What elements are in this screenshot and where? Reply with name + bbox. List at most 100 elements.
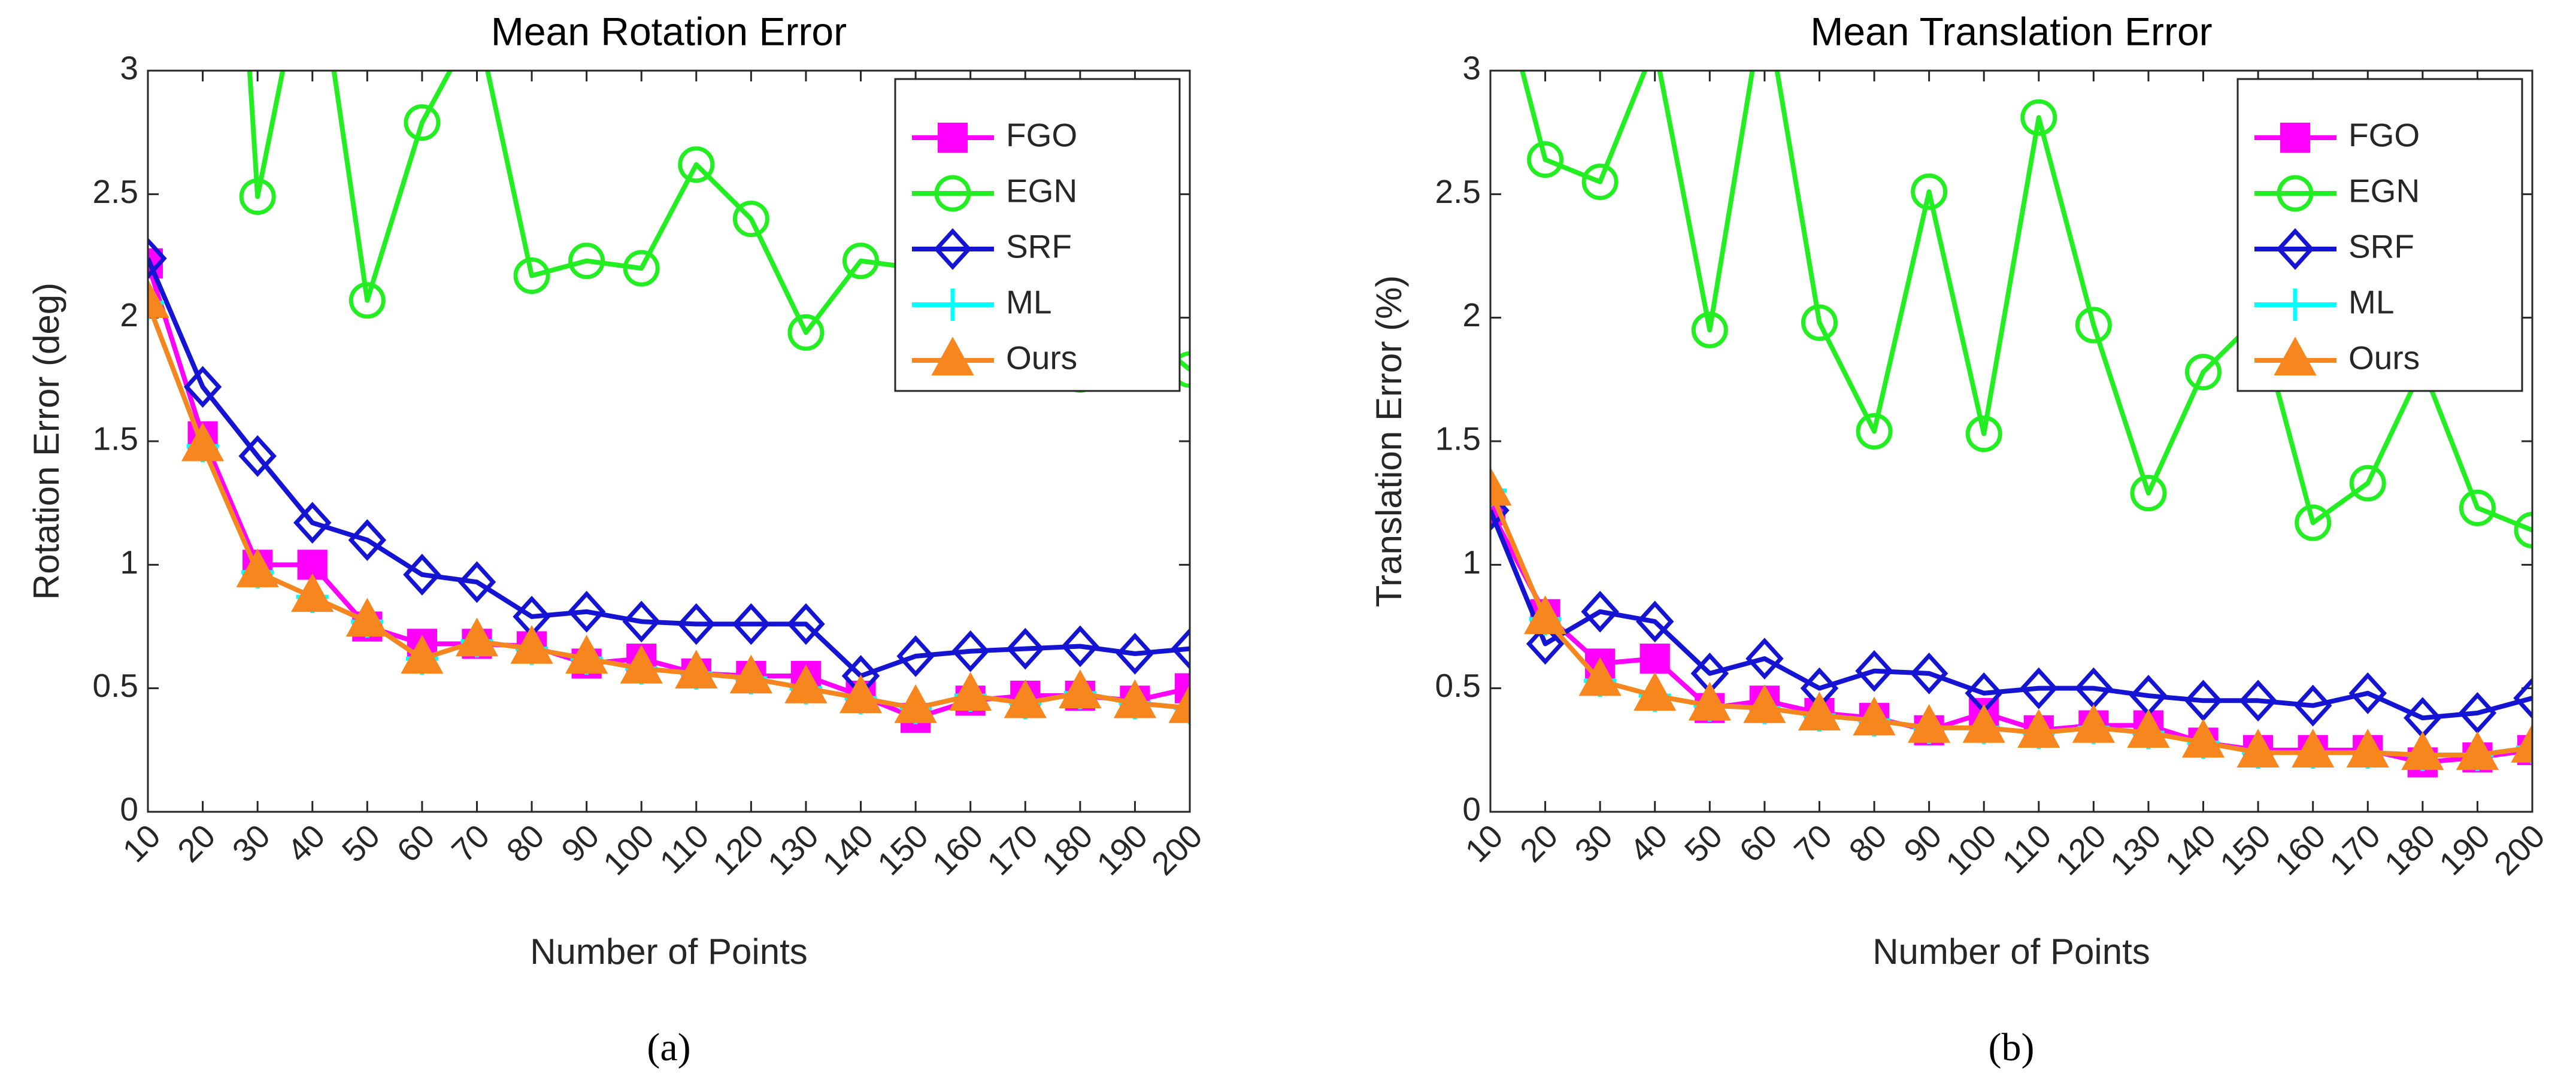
marker-circle xyxy=(2459,489,2496,526)
marker-circle xyxy=(2349,465,2386,502)
marker-triangle xyxy=(510,624,553,664)
y-tick-label: 3 xyxy=(120,50,138,87)
axes-box xyxy=(147,69,1191,813)
x-tick-label: 120 xyxy=(2048,817,2113,882)
x-tick-label: 150 xyxy=(2213,817,2278,882)
x-tick-label: 170 xyxy=(2322,817,2387,882)
marker-diamond xyxy=(2184,680,2223,722)
marker-triangle xyxy=(784,665,828,703)
marker-triangle xyxy=(401,635,444,674)
x-tick-label: 40 xyxy=(1622,817,1674,869)
x-tick-label: 70 xyxy=(444,817,496,869)
x-tick-label: 80 xyxy=(499,817,551,869)
marker-diamond xyxy=(1526,623,1565,665)
x-tick-label: 130 xyxy=(760,817,826,882)
axes-box xyxy=(1489,69,2533,813)
marker-diamond xyxy=(2348,672,2387,714)
x-tick-label: 140 xyxy=(2158,817,2223,882)
marker-circle xyxy=(1748,0,1781,13)
marker-triangle xyxy=(1962,704,2005,743)
marker-triangle xyxy=(894,684,937,723)
marker-triangle xyxy=(1634,672,1677,711)
x-tick-label: 170 xyxy=(980,817,1045,882)
y-tick-label: 0 xyxy=(120,791,138,828)
y-tick-label: 0 xyxy=(1462,791,1481,828)
marker-triangle xyxy=(2236,729,2280,768)
marker-circle xyxy=(2075,307,2112,344)
marker-circle xyxy=(1581,163,1619,201)
x-tick-label: 20 xyxy=(1513,817,1565,869)
marker-circle xyxy=(404,104,441,141)
y-tick-label: 3 xyxy=(1462,50,1481,87)
marker-triangle xyxy=(291,573,334,612)
y-tick-label: 0.5 xyxy=(1435,667,1481,704)
marker-triangle xyxy=(1004,679,1047,718)
marker-triangle xyxy=(2456,731,2499,771)
x-tick-label: 80 xyxy=(1842,817,1894,869)
series-line xyxy=(148,257,1190,679)
legend-label: SRF xyxy=(2348,228,2414,265)
plot-layer xyxy=(1490,0,2532,778)
y-tick-label: 0.5 xyxy=(93,667,138,704)
marker-circle xyxy=(1856,412,1893,450)
marker-diamond xyxy=(2293,684,2332,727)
marker-circle xyxy=(348,282,386,319)
x-axis-label: Number of Points xyxy=(530,932,808,972)
marker-diamond xyxy=(677,603,716,645)
marker-triangle xyxy=(1798,691,1841,731)
legend-label: FGO xyxy=(2348,117,2420,154)
marker-diamond xyxy=(1636,600,1674,643)
marker-plus xyxy=(2279,289,2311,321)
marker-circle xyxy=(1911,173,1948,210)
x-tick-label: 30 xyxy=(225,817,277,869)
x-tick-label: 130 xyxy=(2103,817,2168,882)
marker-diamond xyxy=(1855,650,1893,692)
marker-diamond xyxy=(348,519,387,561)
marker-circle xyxy=(239,178,276,215)
marker-circle xyxy=(732,201,769,238)
marker-circle xyxy=(513,257,550,295)
x-tick-label: 100 xyxy=(1938,817,2004,882)
y-axis-label: Rotation Error (deg) xyxy=(26,283,66,600)
legend-label: EGN xyxy=(1006,172,1077,210)
marker-triangle xyxy=(620,644,663,684)
x-tick-label: 180 xyxy=(1035,817,1100,882)
marker-diamond xyxy=(567,590,606,633)
legend-label: ML xyxy=(1006,284,1051,321)
series-line xyxy=(1520,71,2532,533)
marker-triangle xyxy=(346,597,389,637)
marker-triangle xyxy=(2072,704,2115,743)
marker-triangle xyxy=(1168,684,1190,723)
x-tick-label: 70 xyxy=(1787,817,1839,869)
x-tick-label: 150 xyxy=(870,817,935,882)
marker-diamond xyxy=(2239,680,2277,722)
marker-diamond xyxy=(1171,627,1190,670)
marker-diamond xyxy=(2276,228,2314,270)
marker-triangle xyxy=(565,635,608,674)
legend-label: EGN xyxy=(2348,172,2420,210)
marker-triangle xyxy=(2181,718,2225,758)
marker-circle xyxy=(1691,311,1728,348)
x-tick-label: 50 xyxy=(335,817,387,869)
marker-circle xyxy=(2020,99,2057,136)
marker-triangle xyxy=(1578,657,1622,696)
marker-circle xyxy=(842,242,880,280)
marker-square xyxy=(937,122,968,153)
marker-circle xyxy=(460,5,493,37)
marker-diamond xyxy=(896,635,935,677)
marker-triangle xyxy=(839,674,883,714)
marker-triangle xyxy=(729,654,772,694)
marker-triangle xyxy=(1523,595,1567,635)
marker-triangle xyxy=(2127,709,2170,748)
x-tick-label: 190 xyxy=(1089,817,1154,882)
x-axis-label: Number of Points xyxy=(1872,932,2150,972)
marker-circle xyxy=(2185,353,2222,390)
marker-diamond xyxy=(457,561,496,603)
marker-triangle xyxy=(931,336,974,376)
y-axis-label: Translation Error (%) xyxy=(1369,275,1409,608)
marker-diamond xyxy=(1910,653,1948,694)
marker-circle xyxy=(1801,304,1838,341)
marker-triangle xyxy=(181,422,225,462)
x-tick-label: 160 xyxy=(925,817,990,882)
